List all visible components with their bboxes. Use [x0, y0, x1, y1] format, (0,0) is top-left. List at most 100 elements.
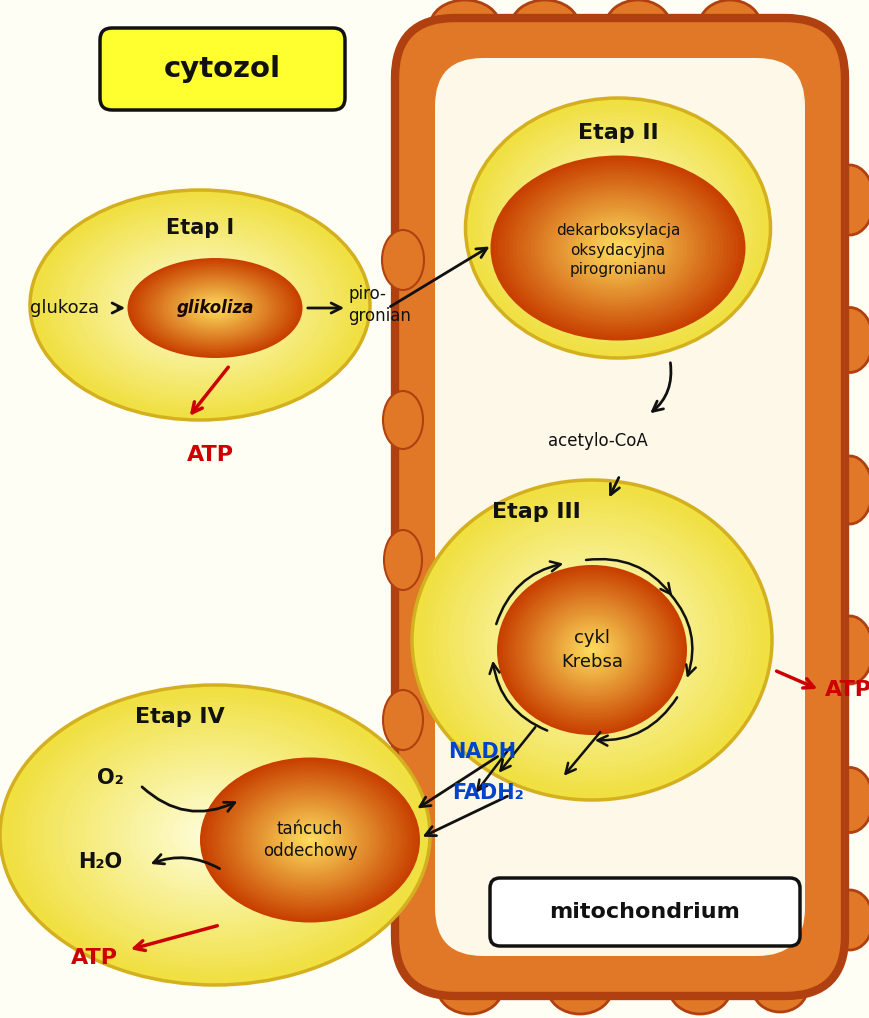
Ellipse shape	[157, 275, 273, 341]
Ellipse shape	[247, 793, 373, 887]
Ellipse shape	[202, 827, 228, 844]
Ellipse shape	[505, 572, 679, 728]
Ellipse shape	[288, 824, 332, 856]
Ellipse shape	[573, 633, 611, 667]
Ellipse shape	[383, 690, 423, 750]
Ellipse shape	[827, 616, 869, 684]
Ellipse shape	[531, 154, 705, 302]
Ellipse shape	[570, 630, 614, 670]
Ellipse shape	[576, 635, 608, 665]
Ellipse shape	[520, 177, 716, 320]
Ellipse shape	[160, 277, 270, 339]
Ellipse shape	[516, 582, 668, 718]
Ellipse shape	[136, 263, 263, 348]
Ellipse shape	[98, 753, 332, 916]
Ellipse shape	[596, 210, 640, 246]
Ellipse shape	[216, 770, 404, 911]
Ellipse shape	[93, 233, 307, 378]
Ellipse shape	[171, 285, 229, 325]
Ellipse shape	[219, 772, 401, 908]
Ellipse shape	[177, 287, 253, 330]
Ellipse shape	[546, 609, 638, 691]
Ellipse shape	[489, 549, 695, 731]
Ellipse shape	[148, 788, 282, 883]
Text: O₂: O₂	[96, 768, 123, 788]
Ellipse shape	[168, 281, 262, 335]
Ellipse shape	[525, 580, 659, 699]
Ellipse shape	[581, 640, 603, 660]
Ellipse shape	[135, 263, 295, 353]
Ellipse shape	[511, 577, 673, 723]
Ellipse shape	[609, 221, 627, 235]
Ellipse shape	[206, 762, 414, 918]
Ellipse shape	[522, 147, 713, 309]
Ellipse shape	[43, 715, 387, 955]
Ellipse shape	[560, 206, 676, 290]
Ellipse shape	[108, 242, 292, 367]
Ellipse shape	[103, 239, 297, 371]
Ellipse shape	[50, 720, 381, 951]
Ellipse shape	[163, 278, 268, 338]
Ellipse shape	[196, 823, 234, 848]
Ellipse shape	[213, 767, 408, 913]
Ellipse shape	[98, 236, 302, 374]
Ellipse shape	[161, 279, 239, 331]
Ellipse shape	[12, 693, 418, 976]
Ellipse shape	[412, 480, 772, 800]
Ellipse shape	[479, 540, 705, 740]
Ellipse shape	[190, 294, 240, 323]
Ellipse shape	[196, 301, 205, 308]
Ellipse shape	[505, 166, 731, 330]
Ellipse shape	[208, 303, 222, 313]
Ellipse shape	[507, 575, 676, 725]
Ellipse shape	[501, 127, 736, 328]
Ellipse shape	[438, 503, 746, 777]
Ellipse shape	[56, 724, 375, 947]
Ellipse shape	[185, 291, 245, 325]
Ellipse shape	[170, 282, 260, 334]
Text: dekarboksylacja
oksydacyjna
pirogronianu: dekarboksylacja oksydacyjna pirogronianu	[556, 223, 680, 277]
Ellipse shape	[86, 745, 344, 925]
Ellipse shape	[567, 628, 616, 672]
Ellipse shape	[474, 106, 762, 350]
Ellipse shape	[145, 268, 285, 348]
Text: ATP: ATP	[71, 948, 118, 968]
Ellipse shape	[205, 302, 225, 314]
Ellipse shape	[565, 626, 619, 674]
Ellipse shape	[132, 261, 297, 355]
Ellipse shape	[554, 616, 630, 684]
Ellipse shape	[130, 260, 300, 356]
Ellipse shape	[36, 711, 393, 959]
Ellipse shape	[535, 158, 700, 298]
Ellipse shape	[235, 784, 386, 897]
Ellipse shape	[132, 259, 268, 351]
Ellipse shape	[549, 197, 687, 298]
Ellipse shape	[551, 614, 633, 686]
Ellipse shape	[190, 817, 240, 852]
Ellipse shape	[508, 169, 727, 327]
Ellipse shape	[669, 962, 731, 1014]
Ellipse shape	[127, 256, 273, 354]
Ellipse shape	[30, 706, 399, 964]
Ellipse shape	[518, 143, 718, 314]
Ellipse shape	[18, 698, 412, 972]
Ellipse shape	[202, 301, 228, 316]
Ellipse shape	[175, 285, 255, 331]
Ellipse shape	[606, 0, 671, 52]
Ellipse shape	[181, 292, 220, 319]
Ellipse shape	[510, 567, 674, 714]
Ellipse shape	[483, 113, 753, 343]
Ellipse shape	[200, 299, 230, 317]
Ellipse shape	[543, 607, 640, 693]
Ellipse shape	[279, 816, 342, 863]
Ellipse shape	[557, 618, 627, 682]
Text: mitochondrium: mitochondrium	[549, 902, 740, 922]
Ellipse shape	[222, 774, 398, 906]
Ellipse shape	[566, 183, 670, 273]
Ellipse shape	[110, 762, 320, 908]
Text: tańcuch
oddechowy: tańcuch oddechowy	[262, 819, 357, 860]
Text: cykl
Krebsa: cykl Krebsa	[561, 629, 623, 671]
Ellipse shape	[587, 645, 597, 655]
Ellipse shape	[437, 962, 502, 1014]
Ellipse shape	[514, 138, 722, 318]
